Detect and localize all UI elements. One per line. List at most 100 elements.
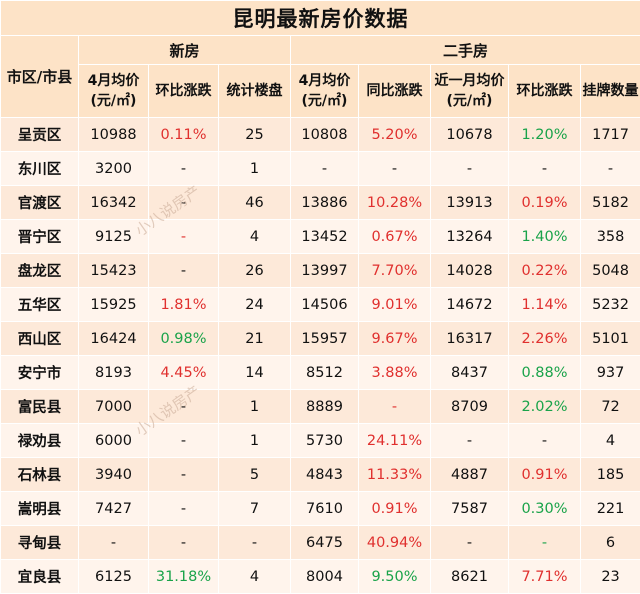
cell-new-count: 24 (219, 288, 291, 322)
cell-sec-price: - (291, 152, 359, 186)
cell-sec-listings: 72 (581, 390, 640, 424)
cell-sec-price: 13452 (291, 220, 359, 254)
cell-sec-mom: 1.40% (509, 220, 581, 254)
cell-sec-yoy: 24.11% (359, 424, 431, 458)
cell-sec-recent: 10678 (431, 118, 509, 152)
cell-sec-mom: 0.30% (509, 492, 581, 526)
cell-new-mom: 0.11% (149, 118, 219, 152)
cell-new-mom: - (149, 152, 219, 186)
cell-sec-price: 6475 (291, 526, 359, 560)
cell-new-mom: 31.18% (149, 560, 219, 594)
cell-sec-yoy: - (359, 152, 431, 186)
cell-sec-recent: 14028 (431, 254, 509, 288)
cell-new-price: 16342 (79, 186, 149, 220)
cell-new-price: 16424 (79, 322, 149, 356)
cell-sec-mom: - (509, 424, 581, 458)
col-header-sec-recent: 近一月均价(元/㎡) (431, 65, 509, 118)
cell-sec-recent: - (431, 424, 509, 458)
cell-new-count: - (219, 526, 291, 560)
cell-new-mom: - (149, 424, 219, 458)
cell-sec-yoy: 9.50% (359, 560, 431, 594)
col-header-new-count: 统计楼盘 (219, 65, 291, 118)
cell-new-mom: - (149, 492, 219, 526)
cell-sec-recent: 8709 (431, 390, 509, 424)
cell-sec-mom: 1.14% (509, 288, 581, 322)
cell-sec-mom: 0.19% (509, 186, 581, 220)
cell-sec-mom: 7.71% (509, 560, 581, 594)
cell-new-mom: 4.45% (149, 356, 219, 390)
cell-sec-mom: 2.02% (509, 390, 581, 424)
col-header-sec-price: 4月均价(元/㎡) (291, 65, 359, 118)
cell-sec-mom: 2.26% (509, 322, 581, 356)
cell-sec-recent: 16317 (431, 322, 509, 356)
cell-region: 官渡区 (1, 186, 79, 220)
cell-sec-price: 7610 (291, 492, 359, 526)
cell-new-price: 10988 (79, 118, 149, 152)
cell-sec-price: 5730 (291, 424, 359, 458)
cell-sec-price: 8889 (291, 390, 359, 424)
cell-sec-recent: 13913 (431, 186, 509, 220)
cell-new-count: 1 (219, 424, 291, 458)
cell-sec-yoy: 3.88% (359, 356, 431, 390)
cell-sec-yoy: 7.70% (359, 254, 431, 288)
cell-sec-price: 4843 (291, 458, 359, 492)
cell-sec-listings: 5232 (581, 288, 640, 322)
col-header-new-mom: 环比涨跌 (149, 65, 219, 118)
cell-sec-listings: 23 (581, 560, 640, 594)
cell-sec-listings: 185 (581, 458, 640, 492)
cell-sec-listings: 5048 (581, 254, 640, 288)
cell-sec-recent: 4887 (431, 458, 509, 492)
cell-new-mom: 1.81% (149, 288, 219, 322)
col-header-new-price: 4月均价(元/㎡) (79, 65, 149, 118)
cell-sec-mom: - (509, 526, 581, 560)
cell-new-price: 9125 (79, 220, 149, 254)
cell-sec-mom: 0.22% (509, 254, 581, 288)
cell-sec-yoy: 10.28% (359, 186, 431, 220)
new-house-group-header: 新房 (79, 36, 291, 65)
cell-new-count: 25 (219, 118, 291, 152)
cell-sec-yoy: 9.67% (359, 322, 431, 356)
cell-new-price: 3940 (79, 458, 149, 492)
cell-region: 五华区 (1, 288, 79, 322)
cell-new-count: 26 (219, 254, 291, 288)
col-header-sec-mom: 环比涨跌 (509, 65, 581, 118)
cell-sec-listings: 1717 (581, 118, 640, 152)
cell-new-mom: - (149, 186, 219, 220)
cell-new-count: 1 (219, 390, 291, 424)
cell-sec-listings: 221 (581, 492, 640, 526)
cell-region: 宜良县 (1, 560, 79, 594)
cell-region: 石林县 (1, 458, 79, 492)
cell-new-price: 7000 (79, 390, 149, 424)
cell-new-count: 5 (219, 458, 291, 492)
cell-sec-mom: 0.88% (509, 356, 581, 390)
cell-sec-listings: 6 (581, 526, 640, 560)
cell-sec-recent: 8621 (431, 560, 509, 594)
cell-region: 寻甸县 (1, 526, 79, 560)
cell-region: 盘龙区 (1, 254, 79, 288)
cell-sec-listings: 937 (581, 356, 640, 390)
cell-new-mom: - (149, 254, 219, 288)
cell-new-price: 8193 (79, 356, 149, 390)
cell-region: 西山区 (1, 322, 79, 356)
cell-sec-listings: 5101 (581, 322, 640, 356)
cell-new-count: 4 (219, 220, 291, 254)
cell-sec-mom: - (509, 152, 581, 186)
cell-new-mom: 0.98% (149, 322, 219, 356)
cell-sec-recent: 14672 (431, 288, 509, 322)
cell-new-price: 3200 (79, 152, 149, 186)
cell-sec-price: 10808 (291, 118, 359, 152)
cell-region: 富民县 (1, 390, 79, 424)
